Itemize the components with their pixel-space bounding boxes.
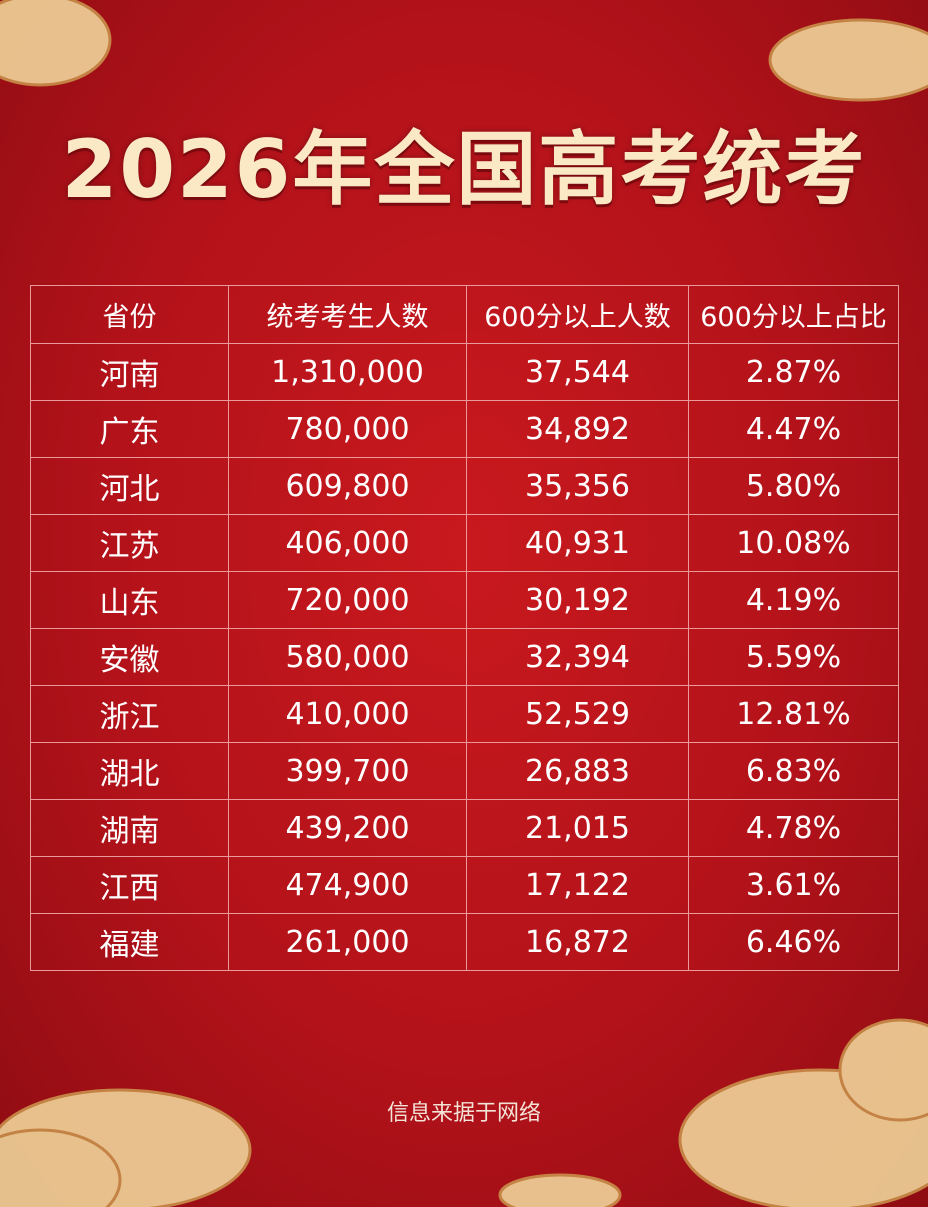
table-cell: 山东	[30, 571, 229, 629]
column-header: 600分以上占比	[688, 285, 899, 344]
column-header: 统考考生人数	[228, 285, 467, 344]
table-cell: 21,015	[466, 799, 689, 857]
table-row: 安徽 580,000 32,394 5.59%	[30, 628, 899, 686]
table-cell: 安徽	[30, 628, 229, 686]
table-row: 河南 1,310,000 37,544 2.87%	[30, 343, 899, 401]
table-cell: 5.80%	[688, 457, 899, 515]
table-cell: 439,200	[228, 799, 467, 857]
table-cell: 16,872	[466, 913, 689, 971]
table-cell: 37,544	[466, 343, 689, 401]
table-cell: 2.87%	[688, 343, 899, 401]
table-cell: 40,931	[466, 514, 689, 572]
table-cell: 江西	[30, 856, 229, 914]
table-cell: 江苏	[30, 514, 229, 572]
table-row: 湖北 399,700 26,883 6.83%	[30, 742, 899, 800]
table-cell: 河南	[30, 343, 229, 401]
table-cell: 720,000	[228, 571, 467, 629]
table-cell: 6.83%	[688, 742, 899, 800]
table-cell: 12.81%	[688, 685, 899, 743]
table-cell: 17,122	[466, 856, 689, 914]
table-row: 江苏 406,000 40,931 10.08%	[30, 514, 899, 572]
table-cell: 10.08%	[688, 514, 899, 572]
table-cell: 4.19%	[688, 571, 899, 629]
table-cell: 32,394	[466, 628, 689, 686]
table-cell: 河北	[30, 457, 229, 515]
table-cell: 34,892	[466, 400, 689, 458]
table-cell: 35,356	[466, 457, 689, 515]
footer-note: 信息来据于网络	[386, 1101, 541, 1126]
table-cell: 780,000	[228, 400, 467, 458]
title: 2026年全国高考统考	[61, 123, 867, 216]
column-header: 600分以上人数	[466, 285, 689, 344]
table-cell: 5.59%	[688, 628, 899, 686]
table-cell: 福建	[30, 913, 229, 971]
table-row: 江西 474,900 17,122 3.61%	[30, 856, 899, 914]
table-cell: 26,883	[466, 742, 689, 800]
header-row: 省份 统考考生人数 600分以上人数 600分以上占比	[30, 285, 899, 344]
table-row: 浙江 410,000 52,529 12.81%	[30, 685, 899, 743]
table-cell: 399,700	[228, 742, 467, 800]
table-body: 河南 1,310,000 37,544 2.87% 广东 780,000 34,892 4.4…	[30, 343, 899, 971]
table-cell: 4.78%	[688, 799, 899, 857]
table-cell: 湖南	[30, 799, 229, 857]
table-cell: 261,000	[228, 913, 467, 971]
table-row: 广东 780,000 34,892 4.47%	[30, 400, 899, 458]
table-cell: 609,800	[228, 457, 467, 515]
table-cell: 474,900	[228, 856, 467, 914]
table-cell: 406,000	[228, 514, 467, 572]
table-cell: 广东	[30, 400, 229, 458]
table-row: 河北 609,800 35,356 5.80%	[30, 457, 899, 515]
table-cell: 3.61%	[688, 856, 899, 914]
table-cell: 湖北	[30, 742, 229, 800]
table-row: 湖南 439,200 21,015 4.78%	[30, 799, 899, 857]
table-cell: 浙江	[30, 685, 229, 743]
column-header: 省份	[30, 285, 229, 344]
table-cell: 30,192	[466, 571, 689, 629]
table-cell: 4.47%	[688, 400, 899, 458]
table-cell: 6.46%	[688, 913, 899, 971]
table-row: 福建 261,000 16,872 6.46%	[30, 913, 899, 971]
table-cell: 580,000	[228, 628, 467, 686]
table-row: 山东 720,000 30,192 4.19%	[30, 571, 899, 629]
table-cell: 52,529	[466, 685, 689, 743]
data-table: 省份 统考考生人数 600分以上人数 600分以上占比 河南 1,310,000 37,5…	[30, 285, 899, 971]
table-cell: 410,000	[228, 685, 467, 743]
table-cell: 1,310,000	[228, 343, 467, 401]
